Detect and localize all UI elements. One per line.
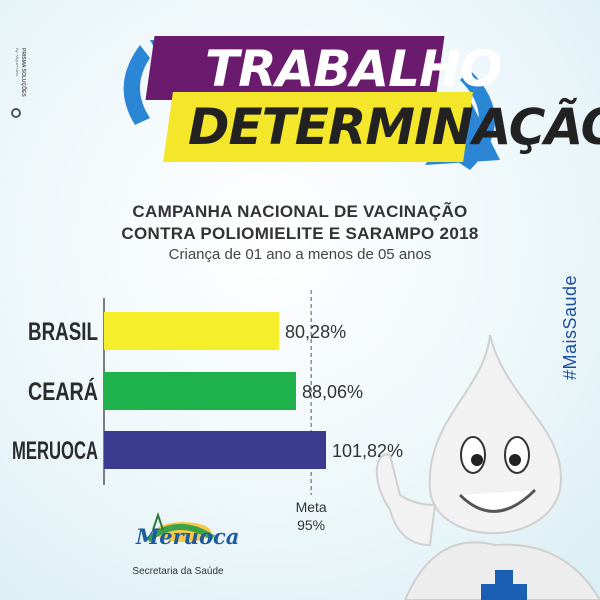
value-label-0: 80,28% <box>285 322 346 342</box>
ribbon-arrow-left-icon <box>123 45 150 125</box>
chart-title-line1: CAMPANHA NACIONAL DE VACINAÇÃO <box>132 202 468 221</box>
meta-value-label: 95% <box>297 517 325 533</box>
bar-1 <box>104 372 296 410</box>
meta-label: Meta <box>296 499 327 515</box>
chart-subtitle: Criança de 01 ano a menos de 05 anos <box>168 246 432 263</box>
mascot-smile-icon <box>458 488 537 513</box>
category-label-2: MERUOCA <box>12 437 98 465</box>
category-label-1: CEARÁ <box>28 377 98 406</box>
health-cross-icon <box>481 570 527 600</box>
banner-line2: DETERMINAÇÃO <box>188 98 600 156</box>
mascot-eye-left-icon <box>460 436 486 474</box>
bar-0 <box>104 312 280 350</box>
logo-caption: Secretaria da Saúde <box>132 566 224 577</box>
brand-mark-icon <box>11 108 21 118</box>
mascot-body <box>428 334 563 535</box>
banner-line1: TRABALHO <box>205 40 502 98</box>
mascot-hand-icon <box>375 453 437 547</box>
logo-landscape-icon <box>146 511 215 543</box>
category-label-0: BRASIL <box>28 318 98 346</box>
logo-name: Meruoca <box>136 524 240 549</box>
banner: TRABALHO DETERMINAÇÃO <box>0 0 600 180</box>
logo: Meruoca Secretaria da Saúde <box>128 510 239 577</box>
value-label-1: 88,06% <box>302 382 363 402</box>
bar-2 <box>104 431 326 469</box>
chart-title-line2: CONTRA POLIOMIELITE E SARAMPO 2018 <box>121 224 479 243</box>
side-brand: PRISMA SOLUÇÕES By: Miguel Neto <box>10 48 26 128</box>
mascot-drop-character <box>375 334 600 600</box>
